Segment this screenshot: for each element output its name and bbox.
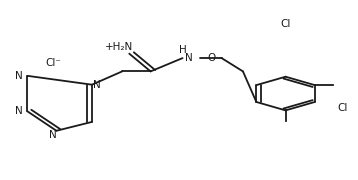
Text: N: N	[15, 71, 22, 81]
Text: N: N	[93, 80, 101, 90]
Text: H: H	[179, 45, 187, 55]
Text: +H₂N: +H₂N	[105, 42, 133, 52]
Text: Cl: Cl	[337, 103, 348, 113]
Text: N: N	[49, 130, 57, 140]
Text: N: N	[185, 53, 193, 63]
Text: Cl⁻: Cl⁻	[45, 58, 61, 68]
Text: Cl: Cl	[280, 19, 291, 29]
Text: N: N	[15, 106, 22, 116]
Text: O: O	[208, 53, 216, 63]
